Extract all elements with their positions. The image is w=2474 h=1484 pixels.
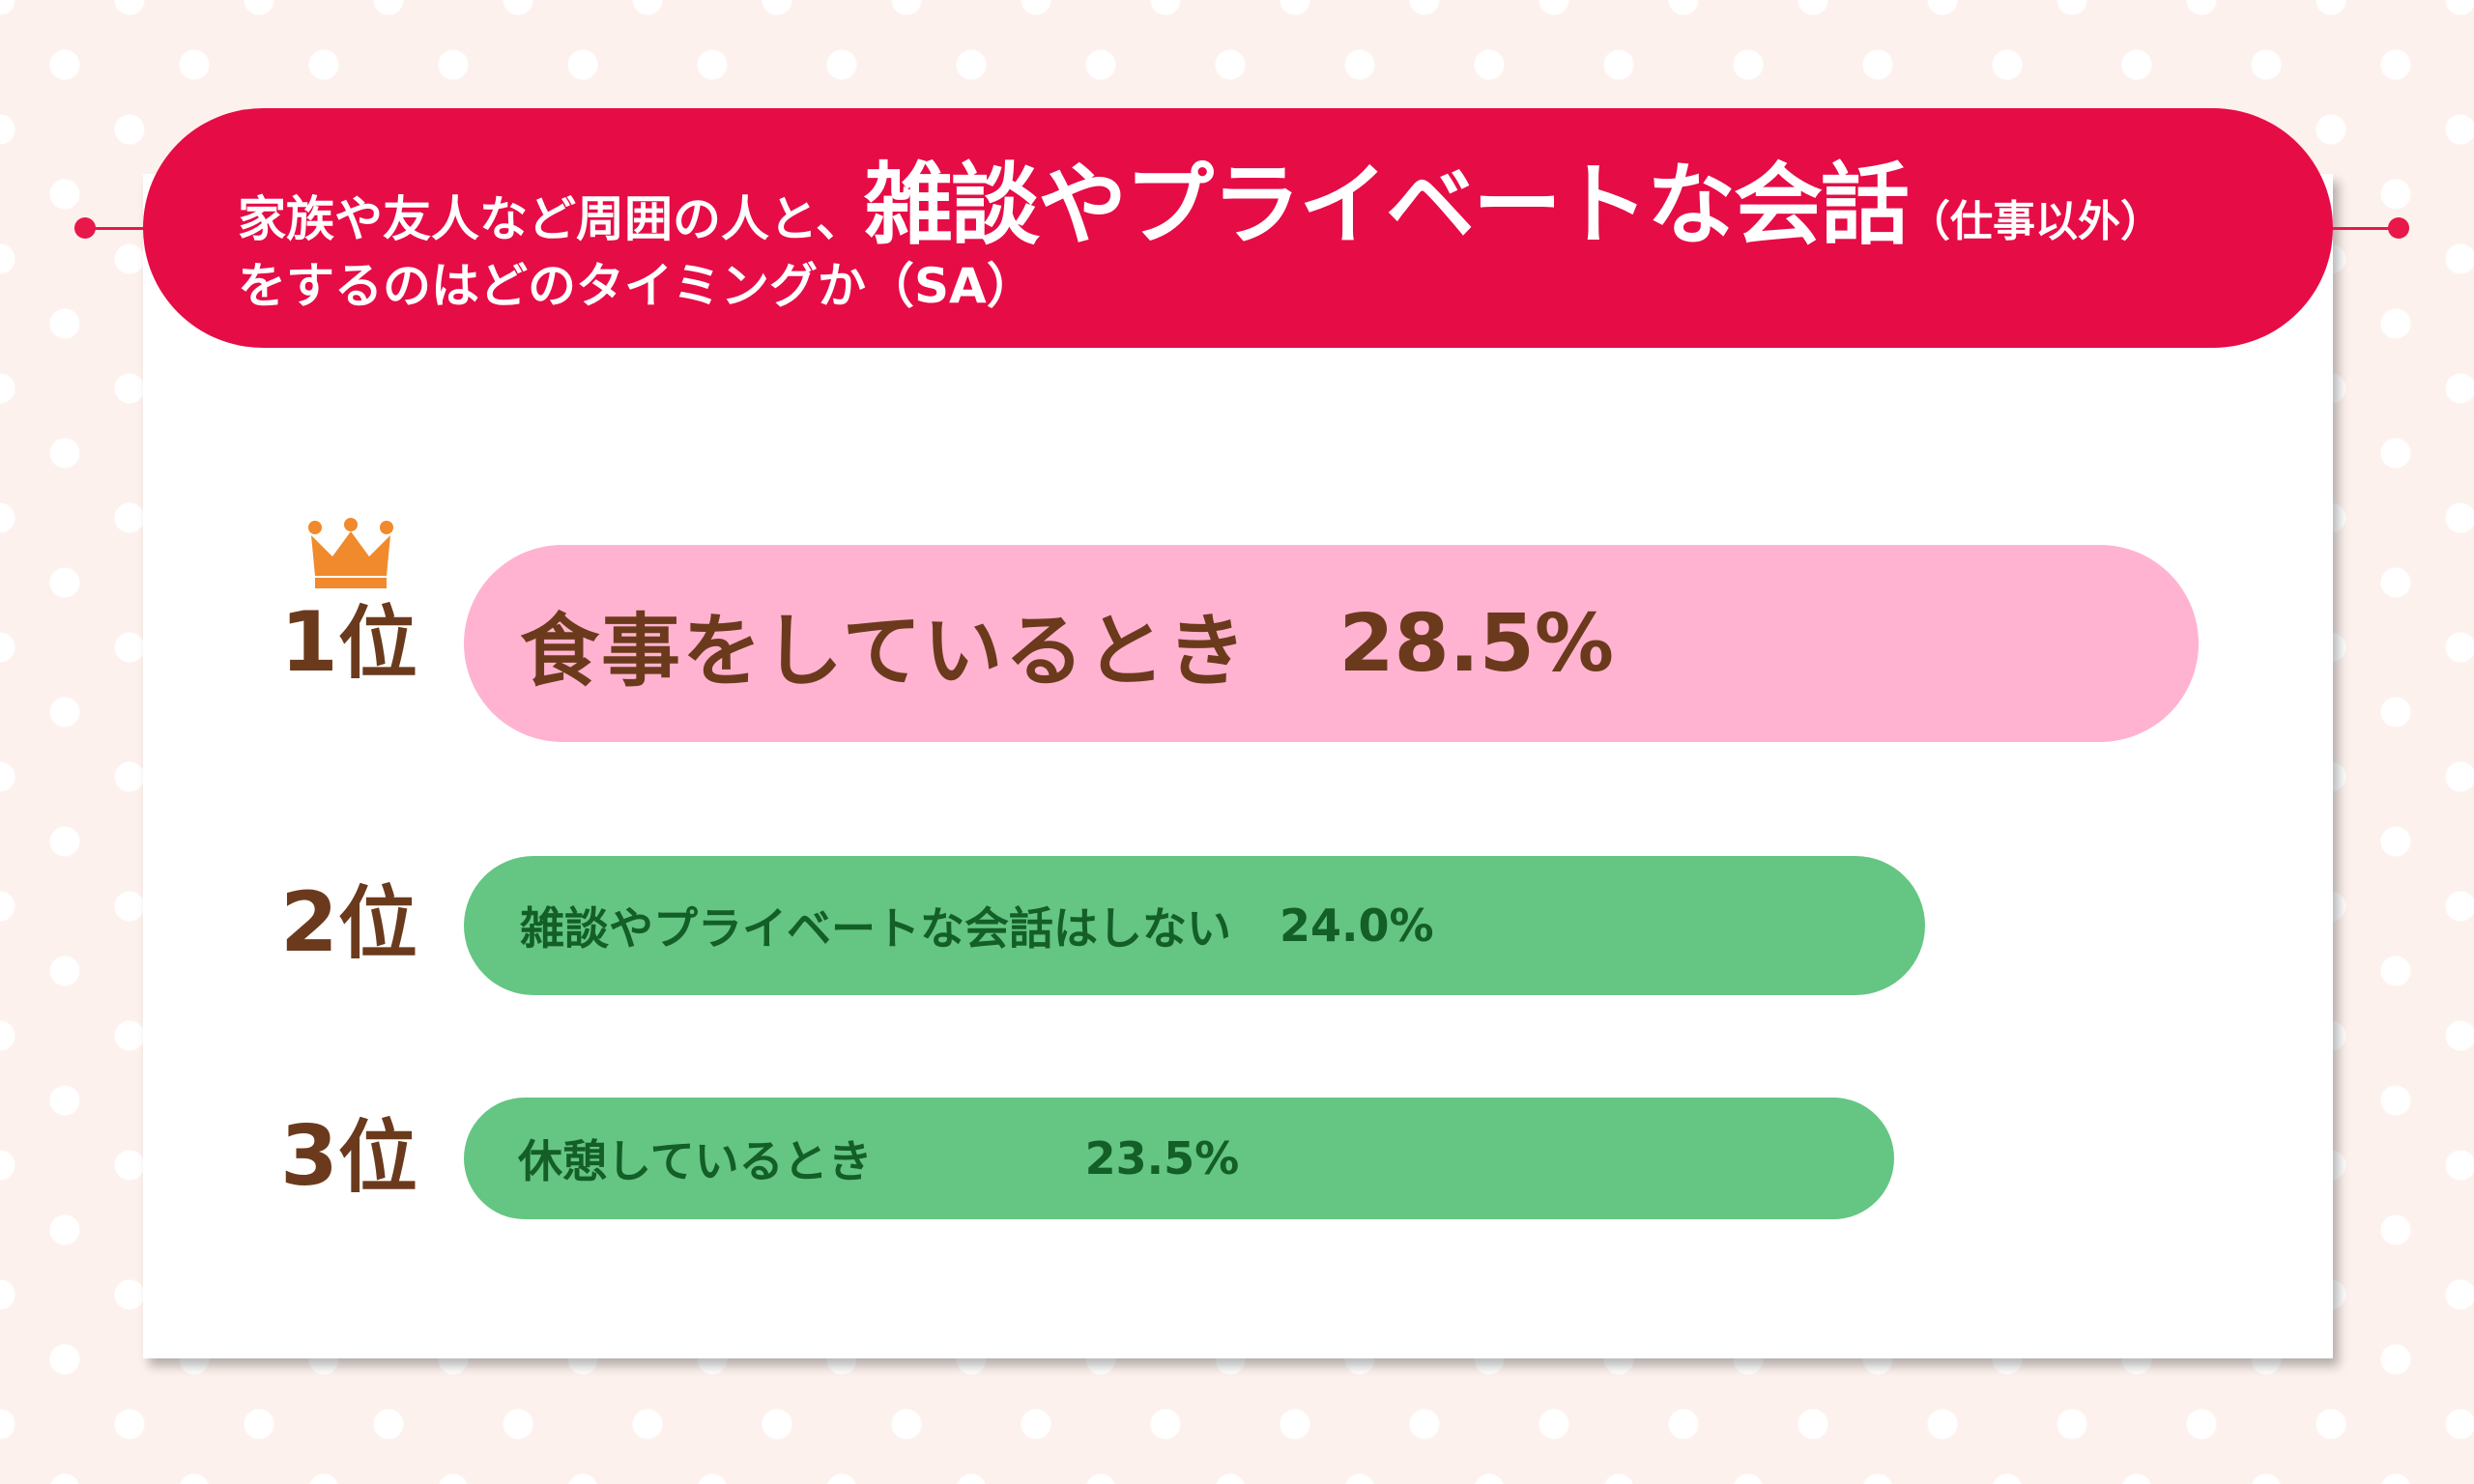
rank-3-label: 3位 [280,1115,417,1198]
question-line-1: 家族や友人など周囲の人と、 雑談やプライベートな会話 （仕事以外） [238,133,2333,257]
question-line-2: をするのはどのタイミングか（SA） [238,258,1035,314]
bar-rank-1: 食事をしているとき 28.5% [464,545,2199,742]
header-rule-right-dot [2388,217,2409,239]
question-parenthetical: （仕事以外） [1908,197,2164,246]
bar-1-value: 28.5% [1338,597,1615,690]
bar-3-label: 休憩しているとき [518,1135,873,1187]
bar-2-label: 雑談やプライベートな会話はしない [520,902,1231,955]
rank-1-number: 1 [280,594,338,691]
bar-1-label: 食事をしているとき [520,605,1249,698]
bar-3-value: 23.5% [1084,1132,1240,1184]
rank-1-label: 1位 [280,601,417,684]
rank-2-label: 2位 [280,881,417,964]
rank-2-suffix: 位 [337,878,417,970]
crown-icon [308,518,393,588]
question-header: 家族や友人など周囲の人と、 雑談やプライベートな会話 （仕事以外） をするのはど… [143,108,2333,348]
bar-rank-3: 休憩しているとき 23.5% [464,1098,1894,1219]
rank-1-suffix: 位 [337,598,417,690]
rank-2-number: 2 [280,874,338,971]
question-prefix: 家族や友人など周囲の人と、 [238,191,864,247]
header-rule-left-dot [74,217,96,239]
question-emphasis: 雑談やプライベートな会話 [864,154,1910,257]
rank-3-suffix: 位 [337,1112,417,1204]
bar-2-value: 24.0% [1280,899,1434,952]
rank-3-number: 3 [280,1108,338,1205]
bar-rank-2: 雑談やプライベートな会話はしない 24.0% [464,856,1925,995]
